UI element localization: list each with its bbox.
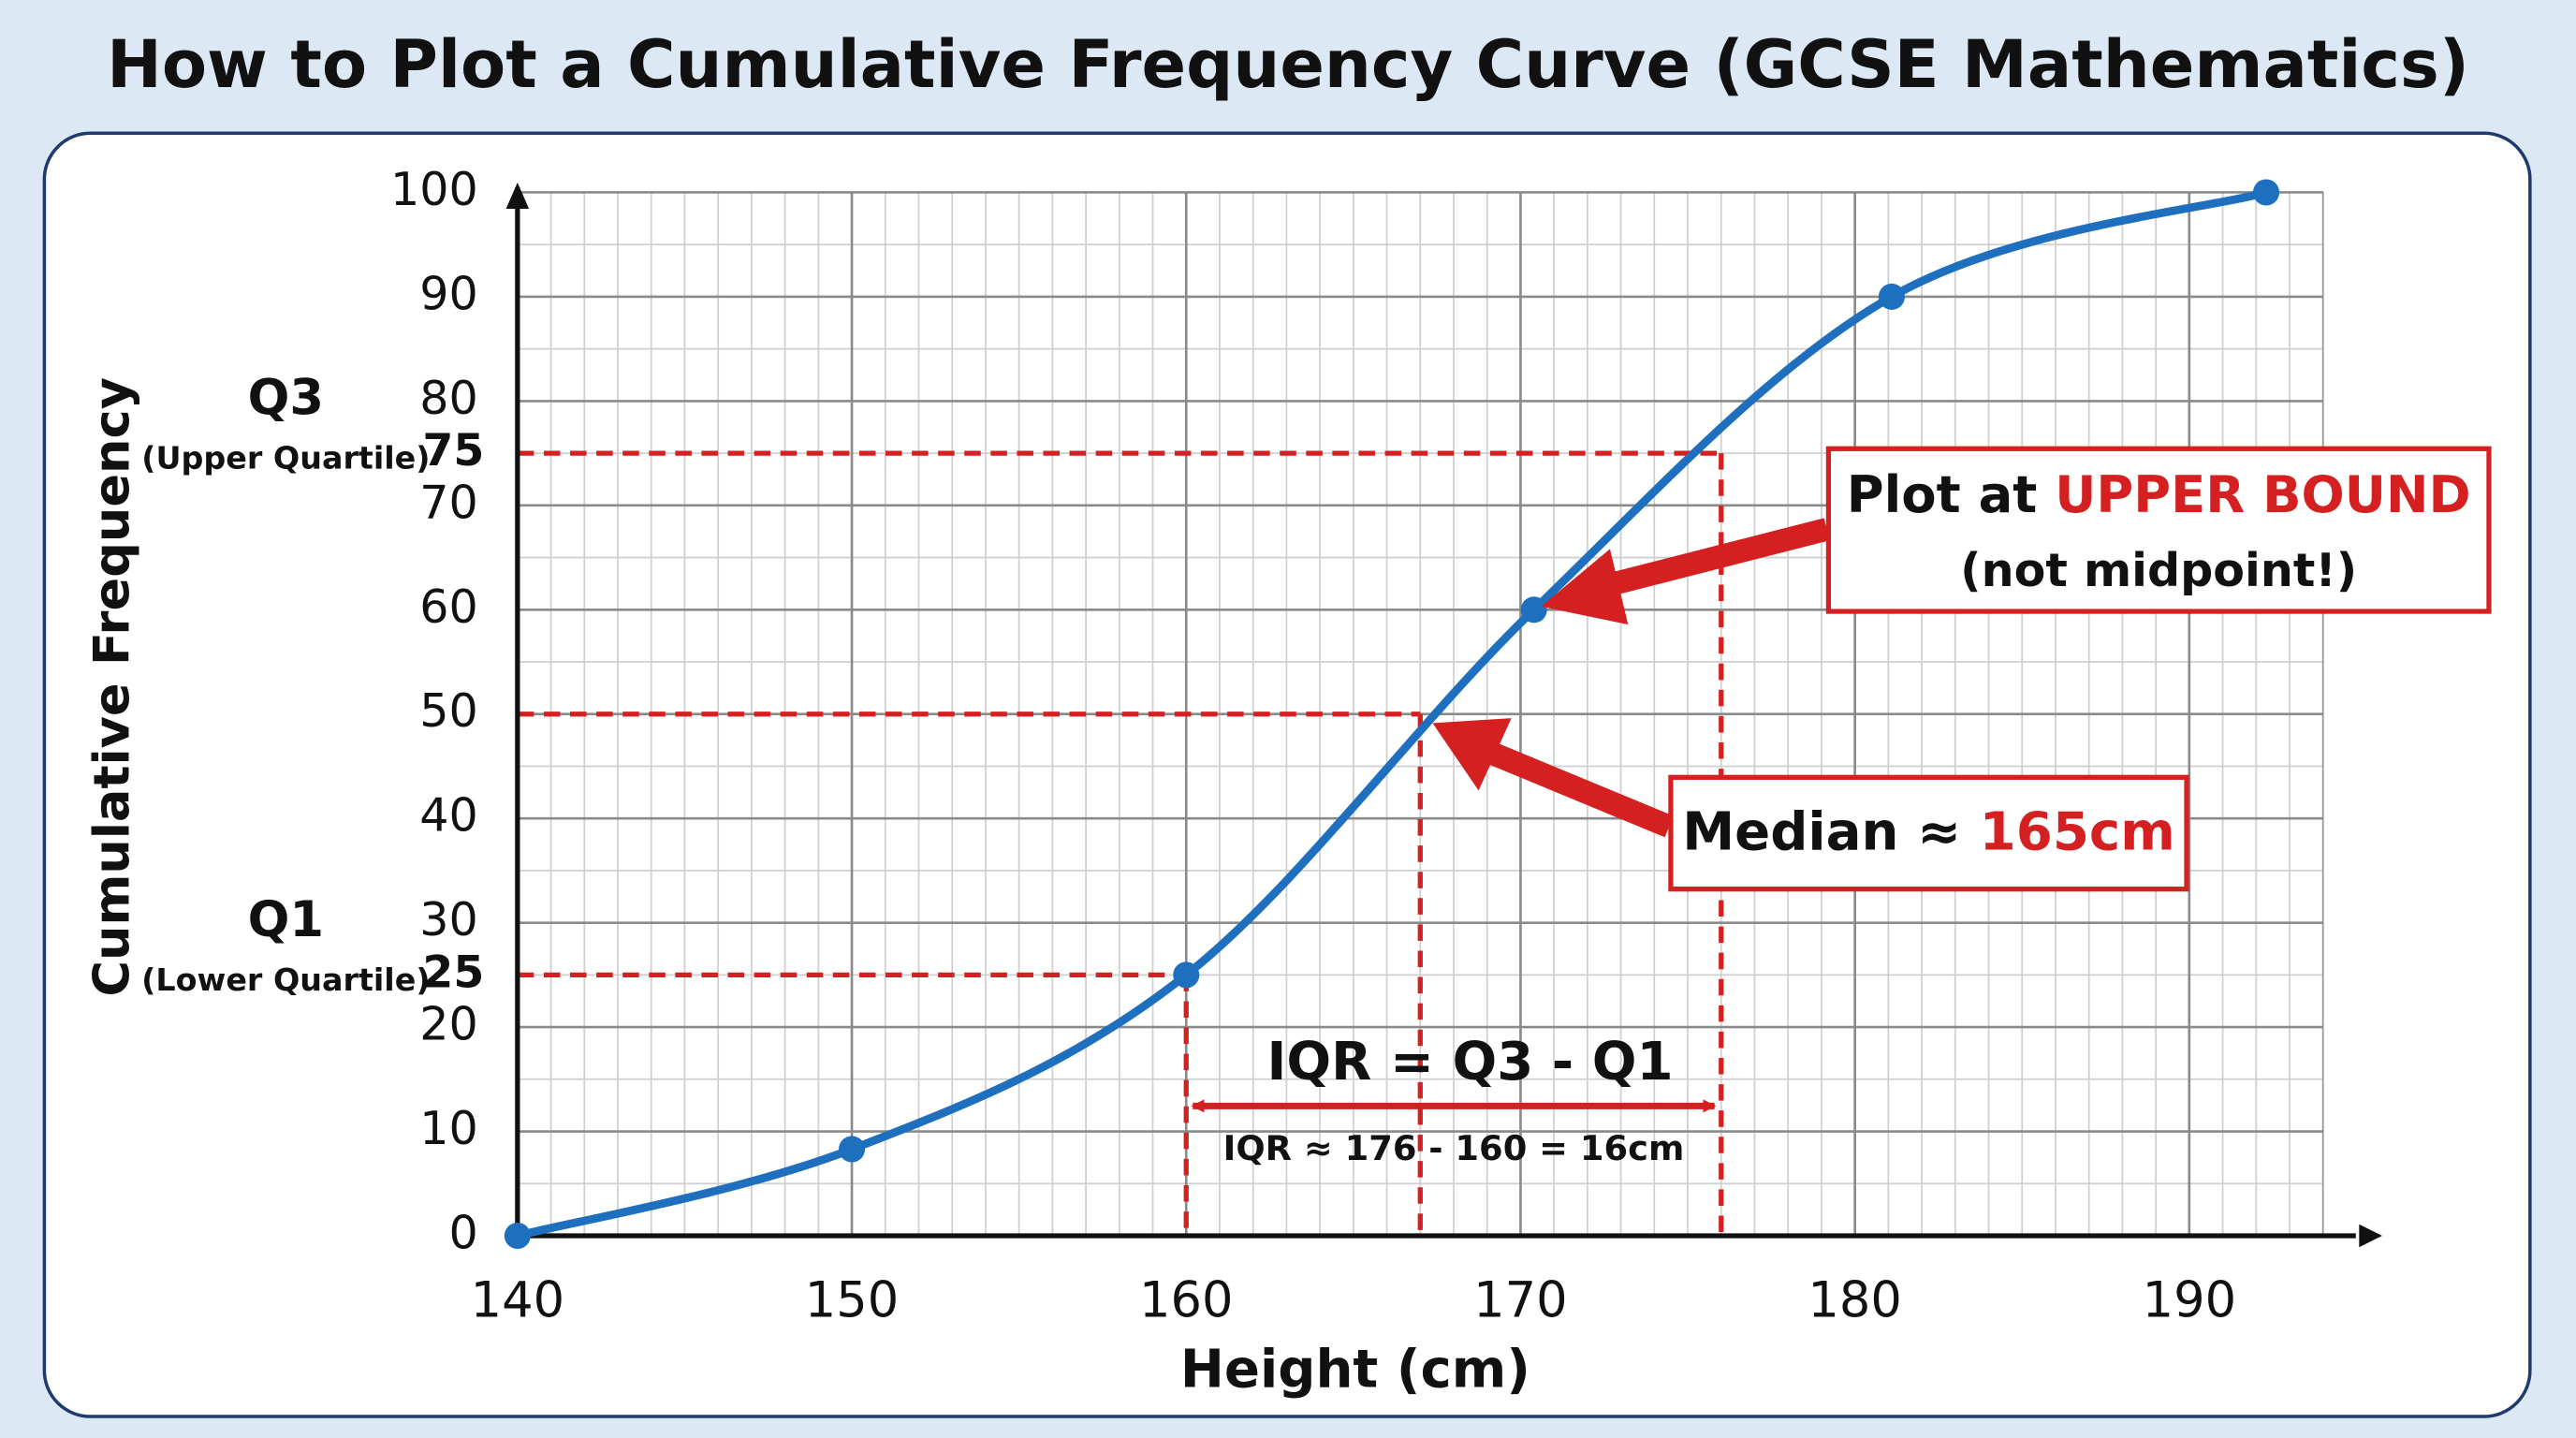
data-point (1173, 961, 1200, 989)
y-axis-arrow (505, 182, 530, 210)
x-axis-label: Height (cm) (1180, 1339, 1530, 1400)
x-tick-label: 160 (1139, 1272, 1233, 1329)
data-point (504, 1222, 531, 1250)
reference-sublabel: (Upper Quartile) (141, 440, 430, 477)
callout-highlight: UPPER BOUND (2055, 465, 2470, 524)
x-tick-label: 140 (471, 1272, 564, 1329)
reference-label: 75 (422, 425, 484, 477)
data-point (2252, 179, 2280, 206)
y-tick-label: 40 (419, 788, 478, 843)
chart-title: How to Plot a Cumulative Frequency Curve… (107, 26, 2469, 103)
callout-arrow (1482, 740, 1674, 838)
data-point (1520, 596, 1547, 624)
iqr-subtext: IQR ≈ 176 - 160 = 16cm (1223, 1128, 1685, 1168)
callout-arrow (1599, 518, 1830, 598)
reference-sublabel: (Lower Quartile) (141, 961, 430, 998)
x-tick-label: 170 (1473, 1272, 1567, 1329)
reference-label: 25 (422, 946, 484, 998)
reference-name: Q1 (248, 891, 324, 948)
reference-name: Q3 (248, 370, 324, 427)
x-axis-arrow (2359, 1224, 2382, 1248)
curve (513, 188, 2271, 1240)
x-tick-label: 150 (805, 1272, 899, 1329)
callout-highlight: 165cm (1980, 801, 2175, 862)
y-axis-label: Cumulative Frequency (83, 377, 140, 997)
data-point (839, 1136, 866, 1163)
callout-text: Median ≈ 165cm (1682, 801, 2174, 862)
callout-arrowhead (1541, 549, 1629, 625)
callout-text: Plot at (1847, 465, 2055, 524)
y-tick-label: 60 (419, 580, 478, 634)
y-tick-label: 90 (419, 266, 478, 320)
reference-lines: 75 Q3 (Upper Quartile) 25 Q1 (Lower Quartile) (141, 370, 1724, 1236)
y-tick-label: 70 (419, 475, 478, 529)
iqr-annotation: IQR = Q3 - Q1 IQR ≈ 176 - 160 = 16cm (1191, 1032, 1717, 1168)
plot (504, 179, 2280, 1250)
callout-text: Median ≈ (1682, 801, 1979, 862)
data-point (1878, 283, 1905, 310)
y-tick-label: 20 (419, 997, 478, 1051)
y-tick-label: 80 (419, 371, 478, 425)
y-tick-label: 100 (390, 162, 478, 216)
y-tick-label: 10 (419, 1101, 478, 1155)
y-tick-label: 30 (419, 892, 478, 946)
y-tick-label: 50 (419, 683, 478, 738)
x-tick-label: 180 (1808, 1272, 1901, 1329)
callout-subtext: (not midpoint!) (1960, 543, 2357, 597)
callout-arrowhead (1432, 718, 1512, 791)
iqr-title: IQR = Q3 - Q1 (1267, 1032, 1674, 1093)
axes: 140 150 160 170 180 190 0 10 20 30 40 50 60 70 80 90 100 (390, 162, 2382, 1329)
callout-text: Plot at UPPER BOUND (1847, 465, 2471, 524)
x-tick-label: 190 (2143, 1272, 2236, 1329)
callout-box (1668, 774, 2189, 892)
y-tick-label: 0 (448, 1205, 477, 1259)
callout-box (1825, 446, 2492, 614)
